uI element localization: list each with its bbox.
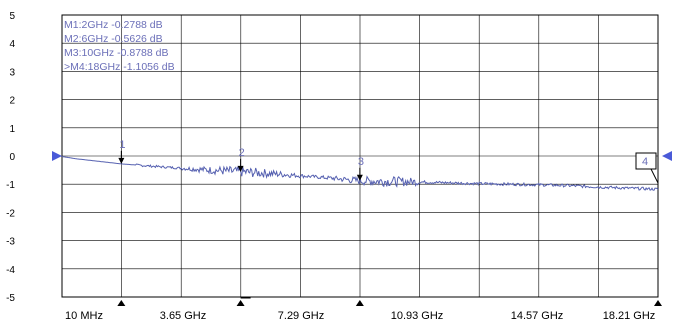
marker-readout-line: >M4:18GHz -1.1056 dB (64, 61, 175, 73)
marker-readout-line: M3:10GHz -0.8788 dB (64, 47, 168, 59)
x-tick-label: 7.29 GHz (278, 310, 324, 322)
grid (61, 14, 659, 298)
y-tick-label: 5 (9, 11, 15, 22)
x-tick-label: 10 MHz (65, 310, 103, 322)
marker-arrowhead (118, 157, 125, 164)
y-tick-label: -1 (6, 180, 15, 191)
y-tick-label: 1 (9, 124, 15, 135)
y-tick-label: 2 (9, 96, 15, 107)
marker-label: 1 (119, 139, 125, 151)
marker-3: 3 (356, 156, 364, 181)
marker-arrowhead (356, 174, 363, 181)
y-tick-label: -4 (6, 265, 15, 276)
marker-4: 4 (635, 152, 659, 184)
y-tick-label: -2 (6, 208, 15, 219)
markers: 1 2 3 4 (118, 139, 659, 184)
y-tick-label: -5 (6, 293, 15, 304)
reference-arrow-left (52, 151, 62, 161)
marker-box (635, 152, 657, 170)
marker-position-triangle (236, 300, 245, 306)
marker-label: 4 (642, 156, 648, 168)
y-axis-ticks: 5 4 3 2 1 0 -1 -2 -3 -4 -5 (6, 11, 15, 304)
y-tick-label: 4 (9, 39, 15, 50)
marker-position-triangle (654, 300, 662, 306)
marker-label: 2 (239, 147, 245, 159)
marker-readout: M1:2GHz -0.2788 dB M2:6GHz -0.5626 dB M3:1… (64, 19, 175, 73)
reference-arrow-right (662, 151, 672, 161)
marker-position-triangle (355, 300, 364, 306)
x-tick-label: 14.57 GHz (511, 310, 564, 322)
marker-label: 3 (358, 156, 364, 168)
x-tick-label: 18.21 GHz (603, 310, 656, 322)
marker-readout-line: M1:2GHz -0.2788 dB (64, 19, 163, 31)
marker-2: 2 (237, 147, 245, 172)
x-axis-ticks: 10 MHz 3.65 GHz 7.29 GHz 10.93 GHz 14.57 GHz… (65, 310, 655, 322)
x-tick-label: 10.93 GHz (391, 310, 444, 322)
marker-readout-line: M2:6GHz -0.5626 dB (64, 33, 163, 45)
y-tick-label: 3 (9, 67, 15, 78)
x-tick-label: 3.65 GHz (160, 310, 206, 322)
reference-indicators (52, 151, 672, 306)
marker-leader (650, 168, 659, 184)
marker-arrowhead (237, 165, 244, 172)
marker-position-triangle (117, 300, 126, 306)
marker-1: 1 (118, 139, 125, 164)
y-tick-label: 0 (9, 152, 15, 163)
y-tick-label: -3 (6, 237, 15, 248)
